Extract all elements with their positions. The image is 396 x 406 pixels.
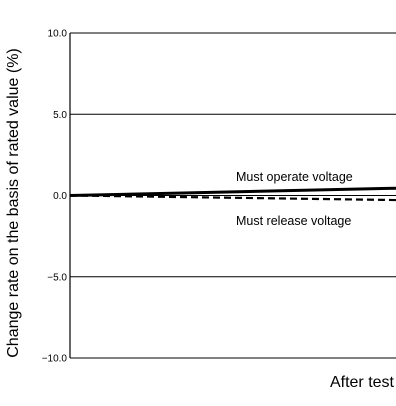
y-tick-label-3: −5.0: [47, 272, 67, 283]
series-label-operate: Must operate voltage: [236, 170, 353, 184]
series-line-0: [69, 186, 396, 197]
y-tick-label-1: 5.0: [53, 110, 67, 121]
y-tick-label-0: 10.0: [48, 29, 68, 40]
series-line-1: [69, 194, 396, 202]
y-tick-labels: 10.0 5.0 0.0 −5.0 −10.0: [42, 29, 68, 365]
series-layer: [69, 186, 396, 202]
y-axis-title: Change rate on the basis of rated value …: [5, 48, 22, 358]
x-axis-title: After test: [330, 374, 395, 391]
series-label-release: Must release voltage: [236, 214, 351, 228]
y-tick-label-4: −10.0: [42, 354, 68, 365]
y-tick-label-2: 0.0: [53, 191, 67, 202]
